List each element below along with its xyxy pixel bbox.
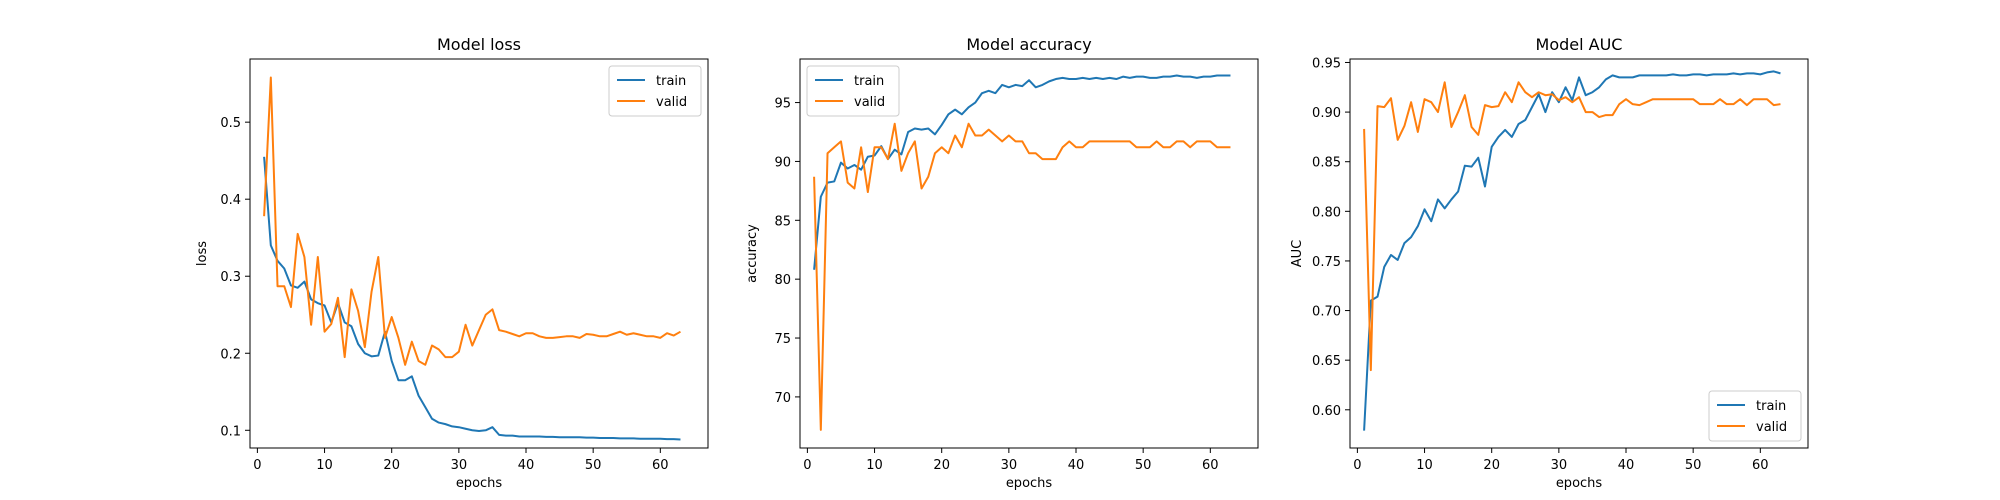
x-tick-label: 60: [1752, 458, 1769, 473]
axes-frame: [1349, 58, 1809, 449]
y-tick-label: 0.5: [220, 116, 241, 131]
x-tick-label: 0: [1353, 458, 1361, 473]
x-tick-label: 20: [933, 458, 950, 473]
legend-label-valid: valid: [656, 95, 687, 110]
x-tick-label: 10: [1416, 458, 1433, 473]
chart-title: Model accuracy: [966, 35, 1091, 54]
chart-accuracy: Model accuracy 0 10 20 30 40 50 60 70 75 80 85 90 95 e…: [745, 35, 1259, 491]
chart-title: Model AUC: [1536, 35, 1623, 54]
y-tick-label: 80: [774, 273, 791, 288]
x-tick-label: 60: [1202, 458, 1219, 473]
series-line-valid: [263, 76, 681, 366]
x-tick-label: 0: [803, 458, 811, 473]
y-tick-label: 85: [774, 214, 791, 229]
y-tick-label: 0.2: [220, 347, 241, 362]
legend-box: [1708, 390, 1802, 442]
x-tick-label: 40: [1618, 458, 1635, 473]
chart-auc: Model AUC 0 10 20 30 40 50 60 0.60 0.65 0.70 0.75 0.…: [1290, 35, 1809, 491]
x-tick-label: 10: [316, 458, 333, 473]
series-line-train: [263, 156, 681, 441]
legend-label-train: train: [656, 74, 686, 89]
x-tick-label: 30: [1551, 458, 1568, 473]
y-tick-label: 0.3: [220, 270, 241, 285]
y-tick-label: 0.1: [220, 424, 241, 439]
y-tick-label: 95: [774, 97, 791, 112]
y-axis-label: loss: [195, 241, 210, 266]
y-tick-label: 0.75: [1312, 255, 1341, 270]
x-axis-label: epochs: [1006, 476, 1053, 491]
series-line-train: [1363, 70, 1781, 431]
y-tick-label: 0.95: [1312, 56, 1341, 71]
y-tick-label: 0.85: [1312, 156, 1341, 171]
axes-frame: [249, 58, 709, 449]
y-tick-label: 70: [774, 391, 791, 406]
y-tick-label: 0.4: [220, 193, 241, 208]
legend-label-valid: valid: [854, 95, 885, 110]
x-tick-label: 60: [652, 458, 669, 473]
x-tick-label: 20: [1483, 458, 1500, 473]
legend-label-valid: valid: [1756, 420, 1787, 435]
x-tick-label: 0: [253, 458, 261, 473]
x-tick-label: 30: [451, 458, 468, 473]
x-tick-label: 50: [585, 458, 602, 473]
y-tick-label: 0.90: [1312, 106, 1341, 121]
x-tick-label: 40: [518, 458, 535, 473]
y-tick-label: 0.80: [1312, 205, 1341, 220]
x-tick-label: 30: [1001, 458, 1018, 473]
axes-frame: [799, 58, 1259, 449]
y-axis-label: accuracy: [745, 224, 760, 283]
y-tick-label: 0.70: [1312, 305, 1341, 320]
chart-title: Model loss: [437, 35, 521, 54]
legend-label-train: train: [1756, 399, 1786, 414]
legend-box: [806, 65, 900, 117]
chart-loss: Model loss 0 10 20 30 40 50 60 0.1 0.2 0.3 0.4 0.5 ep…: [195, 35, 709, 491]
x-axis-label: epochs: [1556, 476, 1603, 491]
x-tick-label: 10: [866, 458, 883, 473]
y-axis-label: AUC: [1290, 240, 1305, 268]
series-line-valid: [1363, 81, 1781, 372]
y-tick-label: 0.65: [1312, 354, 1341, 369]
legend: train valid: [806, 65, 900, 117]
legend-label-train: train: [854, 74, 884, 89]
x-tick-label: 50: [1685, 458, 1702, 473]
y-tick-label: 90: [774, 155, 791, 170]
x-axis-label: epochs: [456, 476, 503, 491]
legend: train valid: [608, 65, 702, 117]
y-tick-label: 0.60: [1312, 404, 1341, 419]
y-tick-label: 75: [774, 332, 791, 347]
x-tick-label: 40: [1068, 458, 1085, 473]
series-line-valid: [813, 122, 1231, 431]
legend: train valid: [1708, 390, 1802, 442]
x-tick-label: 50: [1135, 458, 1152, 473]
x-tick-label: 20: [383, 458, 400, 473]
legend-box: [608, 65, 702, 117]
